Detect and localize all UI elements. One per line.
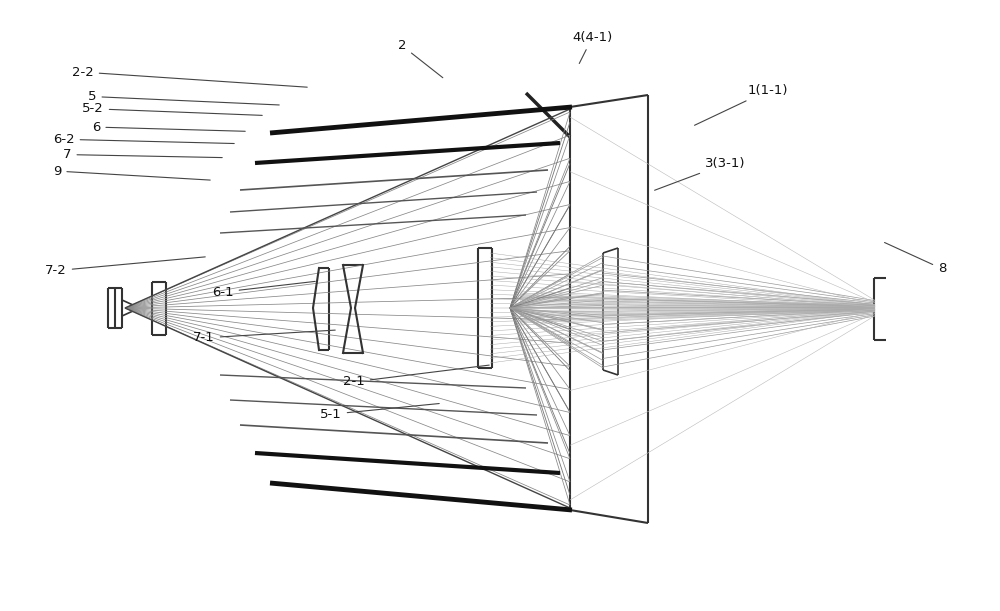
Text: 5: 5 [88, 90, 279, 105]
Text: 7-2: 7-2 [45, 257, 205, 277]
Text: 3(3-1): 3(3-1) [655, 157, 746, 190]
Text: 5-1: 5-1 [320, 403, 439, 421]
Text: 7-1: 7-1 [193, 330, 335, 345]
Text: 9: 9 [53, 164, 210, 180]
Text: 2: 2 [398, 39, 443, 78]
Text: 2-2: 2-2 [72, 65, 307, 87]
Text: 6: 6 [92, 120, 245, 134]
Text: 6-2: 6-2 [53, 133, 234, 146]
Text: 6-1: 6-1 [212, 282, 315, 299]
Text: 2-1: 2-1 [343, 365, 489, 389]
Text: 4(4-1): 4(4-1) [572, 31, 612, 64]
Text: 8: 8 [885, 243, 946, 276]
Text: 1(1-1): 1(1-1) [695, 84, 788, 125]
Text: 5-2: 5-2 [82, 102, 262, 115]
Text: 7: 7 [63, 148, 222, 161]
